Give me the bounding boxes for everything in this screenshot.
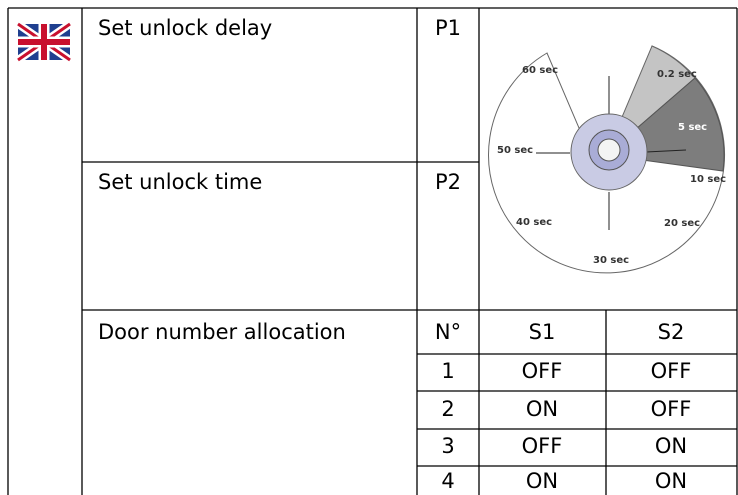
dial-label: 20 sec (664, 218, 700, 229)
table-cell: OFF (651, 397, 692, 421)
row-param: P2 (435, 170, 461, 194)
table-cell: 4 (441, 469, 454, 493)
dial-label: 10 sec (690, 174, 726, 185)
table-cell: ON (526, 469, 558, 493)
header-cell: N° (435, 320, 461, 344)
table-cell: ON (655, 434, 687, 458)
table-cell: 3 (441, 434, 454, 458)
row-label: Door number allocation (98, 320, 346, 344)
table-cell: 2 (441, 397, 454, 421)
row-label: Set unlock delay (98, 16, 272, 40)
table-cell: OFF (651, 359, 692, 383)
dial-label: 40 sec (516, 217, 552, 228)
table-grid (7, 7, 738, 495)
table-cell: ON (655, 469, 687, 493)
dial-label: 50 sec (497, 145, 533, 156)
dial-label: 0.2 sec (657, 69, 697, 80)
uk-flag (15, 20, 73, 64)
dial-label: 60 sec (522, 65, 558, 76)
header-cell: S1 (529, 320, 556, 344)
table-cell: OFF (522, 359, 563, 383)
row-label: Set unlock time (98, 170, 262, 194)
table-cell: 1 (441, 359, 454, 383)
door-table: N° S1 S2 1 OFF OFF 2 ON OFF 3 OFF ON 4 ON ON (435, 320, 691, 493)
dial-label: 30 sec (593, 255, 629, 266)
row-param: P1 (435, 16, 461, 40)
dial-diagram: 60 sec 0.2 sec 5 sec 50 sec 10 sec 40 se… (488, 45, 726, 274)
header-cell: S2 (658, 320, 685, 344)
table-cell: ON (526, 397, 558, 421)
table-cell: OFF (522, 434, 563, 458)
dial-label: 5 sec (678, 122, 707, 133)
